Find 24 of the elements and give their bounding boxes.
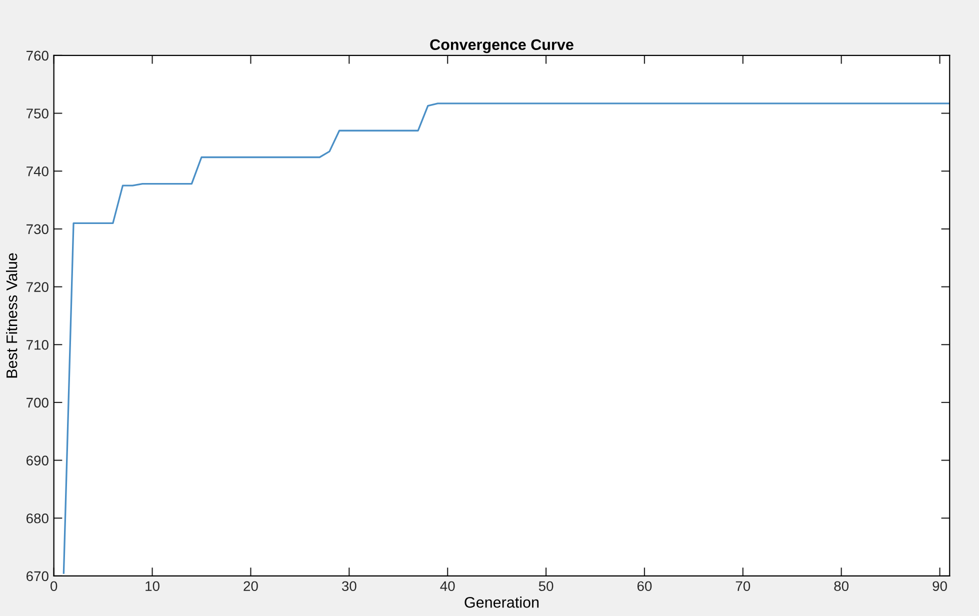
x-tick-label: 40 (440, 581, 455, 592)
x-tick-label: 90 (932, 581, 947, 592)
y-axis-title: Best Fitness Value (6, 253, 18, 378)
x-tick-label: 70 (736, 581, 750, 592)
x-tick-label: 30 (342, 581, 356, 592)
x-tick-label: 50 (538, 581, 554, 592)
y-tick-label: 750 (26, 108, 48, 118)
y-tick-label: 680 (26, 513, 48, 524)
x-tick-label: 80 (834, 581, 849, 592)
y-tick-label: 730 (26, 224, 48, 234)
y-tick-label: 760 (26, 50, 48, 61)
y-tick-label: 690 (26, 456, 48, 466)
y-tick-label: 670 (26, 571, 48, 582)
y-tick-label: 700 (26, 398, 48, 408)
x-tick-label: 20 (244, 581, 258, 592)
line-series (62, 102, 950, 574)
chart-title: Convergence Curve (430, 39, 574, 54)
y-tick-label: 720 (26, 282, 48, 292)
x-tick-label: 0 (50, 581, 58, 592)
x-tick-label: 10 (146, 581, 160, 592)
x-tick-label: 60 (637, 581, 652, 592)
x-axis-title: Generation (464, 596, 539, 608)
y-tick-label: 710 (26, 340, 48, 350)
y-tick-label: 740 (26, 166, 48, 176)
